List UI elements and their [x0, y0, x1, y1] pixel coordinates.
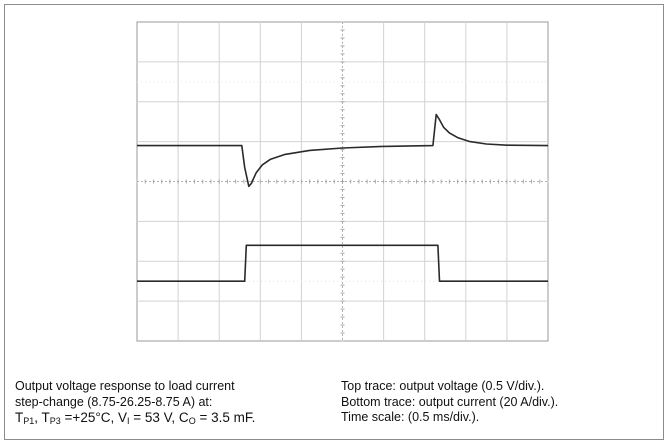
co-subscript: O [188, 416, 196, 426]
vi-value: = 53 V, C [129, 410, 189, 425]
temperature-text: =+25°C, V [60, 410, 127, 425]
caption-right-line-3: Time scale: (0.5 ms/div.). [341, 410, 480, 424]
caption-right-line-1: Top trace: output voltage (0.5 V/div.). [341, 379, 545, 393]
caption-right-line-2: Bottom trace: output current (20 A/div.)… [341, 394, 559, 409]
voltage-trace [137, 113, 549, 188]
tp1-symbol: T [15, 410, 24, 425]
tp3-subscript: P3 [49, 416, 61, 426]
caption-left: Output voltage response to load current … [15, 379, 335, 426]
co-value: = 3.5 mF. [195, 410, 256, 425]
caption-left-line-1: Output voltage response to load current [15, 379, 235, 393]
caption-left-line-2: step-change (8.75-26.25-8.75 A) at: [15, 394, 213, 409]
caption-comma: , [34, 410, 42, 425]
current-trace [137, 244, 548, 282]
caption-left-line-3: TP1, TP3 =+25°C, VI = 53 V, CO = 3.5 mF. [15, 410, 335, 426]
tp1-subscript: P1 [23, 416, 35, 426]
tp3-symbol: T [41, 410, 50, 425]
vi-subscript: I [127, 416, 130, 426]
caption-right: Top trace: output voltage (0.5 V/div.). … [341, 379, 656, 426]
